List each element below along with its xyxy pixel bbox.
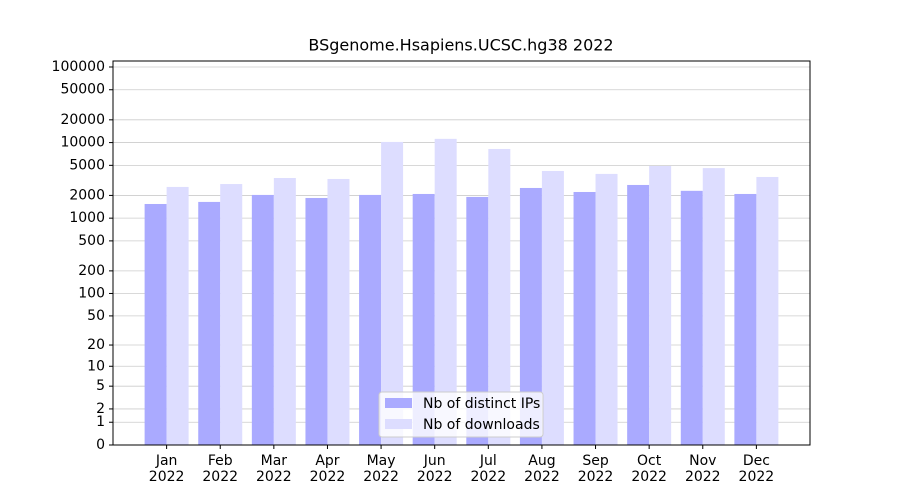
y-tick-label: 20000 <box>60 112 105 128</box>
bar <box>627 184 650 446</box>
y-tick-label: 0 <box>96 437 105 453</box>
x-tick-label: May 2022 <box>363 453 399 485</box>
bar <box>649 166 672 445</box>
x-tick-label: Dec 2022 <box>738 453 775 485</box>
bar <box>305 197 328 445</box>
bar <box>198 201 221 445</box>
bar <box>734 193 757 445</box>
bar <box>595 173 618 445</box>
bar <box>702 168 725 445</box>
y-tick-label: 5 <box>96 378 105 394</box>
bar <box>519 187 542 445</box>
bar <box>488 148 511 446</box>
x-tick-label: Nov 2022 <box>684 453 721 485</box>
x-tick-label: Jan 2022 <box>148 453 185 485</box>
bar <box>541 170 564 445</box>
y-tick-label: 50000 <box>60 82 105 98</box>
x-tick-label: Sep 2022 <box>577 453 614 485</box>
bar <box>327 178 350 445</box>
y-tick-label: 10 <box>87 358 105 374</box>
legend: Nb of distinct IPs Nb of downloads <box>378 391 544 438</box>
y-tick-label: 1 <box>96 414 105 430</box>
bar <box>273 178 296 445</box>
bar <box>359 194 382 445</box>
y-tick-label: 20 <box>87 337 105 353</box>
bar <box>434 138 457 445</box>
legend-label: Nb of distinct IPs <box>423 396 540 412</box>
x-tick-label: Oct 2022 <box>631 453 667 485</box>
x-tick-label: Feb 2022 <box>202 453 239 485</box>
x-tick-label: Jun 2022 <box>416 453 453 485</box>
legend-swatch <box>385 419 412 429</box>
x-tick-label: Apr 2022 <box>309 453 346 485</box>
legend-box <box>378 391 544 438</box>
y-tick-label: 200 <box>78 263 105 279</box>
x-tick-label: Aug 2022 <box>524 453 560 485</box>
y-tick-label: 100000 <box>52 59 105 75</box>
legend-label: Nb of downloads <box>423 417 540 433</box>
bar <box>756 176 779 445</box>
bar <box>466 196 489 445</box>
x-tick-label: Mar 2022 <box>256 453 292 485</box>
x-tick-label: Jul 2022 <box>470 453 507 485</box>
y-tick-label: 10000 <box>60 135 105 151</box>
bar <box>680 190 703 445</box>
y-tick-label: 2 <box>96 401 105 417</box>
bar <box>381 141 404 445</box>
plot-frame <box>112 60 811 446</box>
bar <box>220 184 243 445</box>
bar <box>573 191 596 445</box>
bar <box>166 186 189 445</box>
y-tick-label: 500 <box>78 233 105 249</box>
bar <box>412 193 435 445</box>
y-tick-label: 100 <box>78 285 105 301</box>
y-tick-label: 2000 <box>69 187 105 203</box>
legend-swatch <box>385 398 412 408</box>
bar <box>251 194 274 445</box>
y-tick-label: 5000 <box>69 157 105 173</box>
chart-title: BSgenome.Hsapiens.UCSC.hg38 2022 <box>308 36 613 55</box>
y-tick-label: 1000 <box>69 210 105 226</box>
y-tick-label: 50 <box>87 308 105 324</box>
bar <box>144 203 167 445</box>
